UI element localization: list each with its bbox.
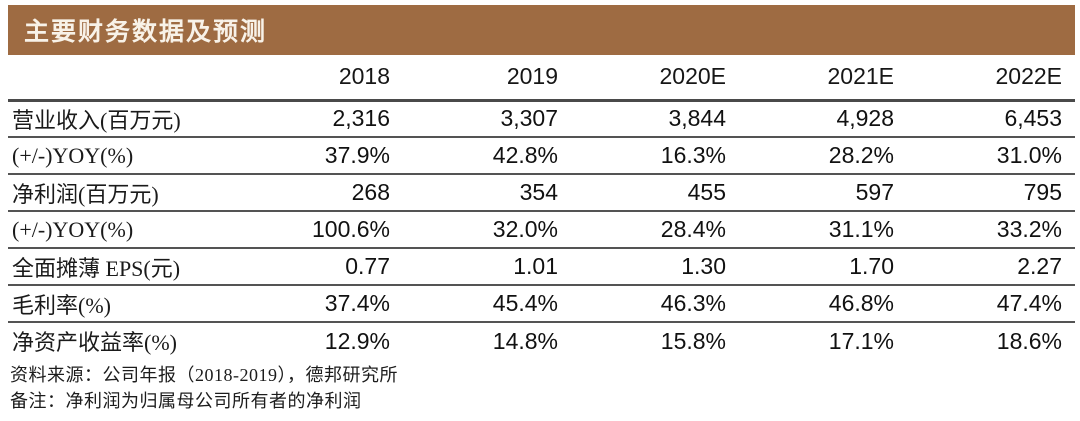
table-row-gross-margin: 毛利率(%) 37.4% 45.4% 46.3% 46.8% 47.4% bbox=[8, 285, 1075, 323]
table-cell: 17.1% bbox=[828, 327, 894, 354]
table-cell: 31.1% bbox=[739, 211, 907, 249]
table-cell: 3,844 bbox=[571, 100, 739, 138]
table-cell: 2.27 bbox=[907, 248, 1075, 286]
table-row-net-profit: 净利润(百万元) 268 354 455 597 795 bbox=[8, 174, 1075, 212]
row-label: 净利润(百万元) bbox=[8, 174, 235, 212]
table-cell: 15.8% bbox=[660, 327, 726, 354]
remark-note: 备注：净利润为归属母公司所有者的净利润 bbox=[10, 391, 362, 411]
table-cell: 455 bbox=[571, 174, 739, 212]
table-cell: 14.8% bbox=[492, 327, 558, 354]
footnotes: 资料来源：公司年报（2018-2019），德邦研究所 备注：净利润为归属母公司所… bbox=[10, 362, 1070, 414]
row-label: (+/-)YOY(%) bbox=[8, 211, 235, 249]
table-cell: 47.4% bbox=[907, 285, 1075, 323]
table-cell: 2,316 bbox=[235, 100, 403, 138]
table-cell: 354 bbox=[403, 174, 571, 212]
table-cell: 45.4% bbox=[403, 285, 571, 323]
table-cell: 0.77 bbox=[235, 248, 403, 286]
column-header-2020e: 2020E bbox=[571, 55, 739, 102]
table-row-diluted-eps: 全面摊薄 EPS(元) 0.77 1.01 1.30 1.70 2.27 bbox=[8, 248, 1075, 286]
table-cell: 46.3% bbox=[571, 285, 739, 323]
table-cell: 12.9% bbox=[324, 327, 390, 354]
table-row-roe: 净资产收益率(%) 12.9% 14.8% 15.8% 17.1% 18.6% bbox=[8, 322, 1075, 359]
table-cell: 100.6% bbox=[235, 211, 403, 249]
source-note: 资料来源：公司年报（2018-2019），德邦研究所 bbox=[10, 365, 398, 385]
header-label-spacer bbox=[8, 55, 235, 102]
row-label: 营业收入(百万元) bbox=[8, 100, 235, 138]
row-label: 净资产收益率(%) bbox=[12, 330, 177, 355]
table-row-revenue: 营业收入(百万元) 2,316 3,307 3,844 4,928 6,453 bbox=[8, 100, 1075, 138]
table-cell: 18.6% bbox=[996, 327, 1062, 354]
table-cell: 46.8% bbox=[739, 285, 907, 323]
table-cell: 795 bbox=[907, 174, 1075, 212]
column-header-2019: 2019 bbox=[403, 55, 571, 102]
table-cell: 32.0% bbox=[403, 211, 571, 249]
table-cell: 37.9% bbox=[235, 137, 403, 175]
table-cell: 597 bbox=[739, 174, 907, 212]
table-cell: 42.8% bbox=[403, 137, 571, 175]
table-cell: 37.4% bbox=[235, 285, 403, 323]
financial-data-table: 2018 2019 2020E 2021E 2022E 营业收入(百万元) 2,… bbox=[8, 55, 1075, 359]
column-header-2018: 2018 bbox=[235, 55, 403, 102]
row-label: (+/-)YOY(%) bbox=[8, 137, 235, 175]
column-header-2022e: 2022E bbox=[907, 55, 1075, 102]
table-title: 主要财务数据及预测 bbox=[24, 19, 268, 46]
table-cell: 28.4% bbox=[571, 211, 739, 249]
table-cell: 28.2% bbox=[739, 137, 907, 175]
row-label: 全面摊薄 EPS(元) bbox=[8, 248, 235, 286]
table-title-bar: 主要财务数据及预测 bbox=[8, 5, 1075, 55]
table-cell: 1.01 bbox=[403, 248, 571, 286]
table-cell: 3,307 bbox=[403, 100, 571, 138]
table-cell: 268 bbox=[235, 174, 403, 212]
column-header-2021e: 2021E bbox=[739, 55, 907, 102]
table-cell: 16.3% bbox=[571, 137, 739, 175]
table-cell: 4,928 bbox=[739, 100, 907, 138]
table-cell: 31.0% bbox=[907, 137, 1075, 175]
table-cell: 6,453 bbox=[907, 100, 1075, 138]
table-cell: 33.2% bbox=[907, 211, 1075, 249]
table-row-net-profit-yoy: (+/-)YOY(%) 100.6% 32.0% 28.4% 31.1% 33.… bbox=[8, 211, 1075, 249]
table-cell: 1.70 bbox=[739, 248, 907, 286]
table-header-row: 2018 2019 2020E 2021E 2022E bbox=[8, 55, 1075, 102]
row-label: 毛利率(%) bbox=[8, 285, 235, 323]
table-cell: 1.30 bbox=[571, 248, 739, 286]
table-row-revenue-yoy: (+/-)YOY(%) 37.9% 42.8% 16.3% 28.2% 31.0… bbox=[8, 137, 1075, 175]
